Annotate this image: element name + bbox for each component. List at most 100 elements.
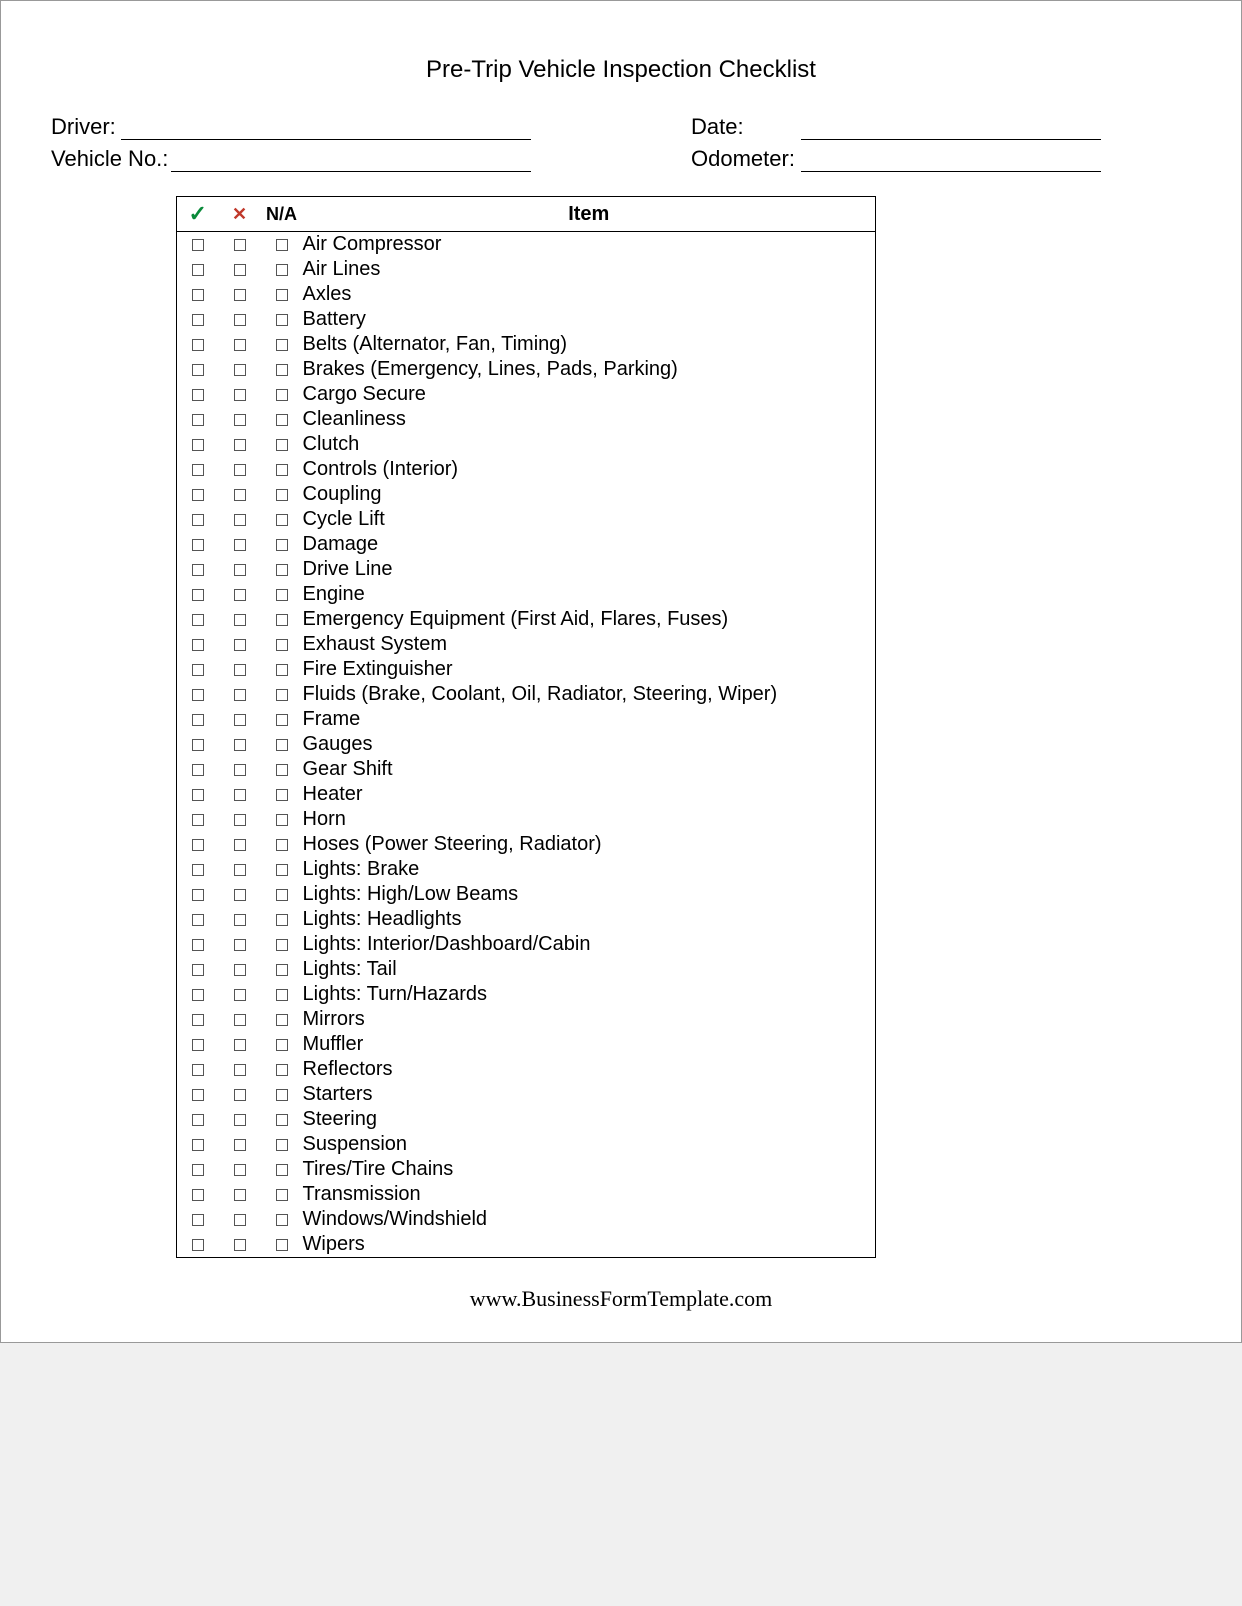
checkbox-pass[interactable] xyxy=(192,814,204,826)
odometer-input-line[interactable] xyxy=(801,150,1101,172)
checkbox-pass[interactable] xyxy=(192,439,204,451)
checkbox-na[interactable] xyxy=(276,489,288,501)
checkbox-pass[interactable] xyxy=(192,939,204,951)
checkbox-fail[interactable] xyxy=(234,789,246,801)
checkbox-fail[interactable] xyxy=(234,1114,246,1126)
checkbox-na[interactable] xyxy=(276,314,288,326)
checkbox-na[interactable] xyxy=(276,364,288,376)
checkbox-na[interactable] xyxy=(276,589,288,601)
checkbox-pass[interactable] xyxy=(192,1239,204,1251)
checkbox-pass[interactable] xyxy=(192,289,204,301)
checkbox-fail[interactable] xyxy=(234,364,246,376)
checkbox-fail[interactable] xyxy=(234,489,246,501)
checkbox-pass[interactable] xyxy=(192,1089,204,1101)
checkbox-fail[interactable] xyxy=(234,1214,246,1226)
checkbox-na[interactable] xyxy=(276,439,288,451)
checkbox-na[interactable] xyxy=(276,1214,288,1226)
driver-input-line[interactable] xyxy=(121,118,531,140)
checkbox-fail[interactable] xyxy=(234,439,246,451)
checkbox-fail[interactable] xyxy=(234,314,246,326)
checkbox-na[interactable] xyxy=(276,664,288,676)
checkbox-pass[interactable] xyxy=(192,1139,204,1151)
checkbox-pass[interactable] xyxy=(192,314,204,326)
checkbox-pass[interactable] xyxy=(192,714,204,726)
checkbox-fail[interactable] xyxy=(234,1064,246,1076)
checkbox-na[interactable] xyxy=(276,1239,288,1251)
checkbox-fail[interactable] xyxy=(234,589,246,601)
checkbox-fail[interactable] xyxy=(234,714,246,726)
checkbox-fail[interactable] xyxy=(234,889,246,901)
checkbox-pass[interactable] xyxy=(192,1164,204,1176)
checkbox-na[interactable] xyxy=(276,289,288,301)
checkbox-pass[interactable] xyxy=(192,364,204,376)
checkbox-na[interactable] xyxy=(276,414,288,426)
checkbox-fail[interactable] xyxy=(234,239,246,251)
checkbox-pass[interactable] xyxy=(192,914,204,926)
checkbox-pass[interactable] xyxy=(192,1189,204,1201)
checkbox-pass[interactable] xyxy=(192,389,204,401)
checkbox-na[interactable] xyxy=(276,814,288,826)
checkbox-pass[interactable] xyxy=(192,489,204,501)
checkbox-pass[interactable] xyxy=(192,764,204,776)
checkbox-na[interactable] xyxy=(276,914,288,926)
vehicle-no-input-line[interactable] xyxy=(171,150,531,172)
checkbox-na[interactable] xyxy=(276,1139,288,1151)
checkbox-fail[interactable] xyxy=(234,1039,246,1051)
checkbox-na[interactable] xyxy=(276,1089,288,1101)
checkbox-na[interactable] xyxy=(276,839,288,851)
checkbox-pass[interactable] xyxy=(192,1014,204,1026)
checkbox-na[interactable] xyxy=(276,264,288,276)
checkbox-fail[interactable] xyxy=(234,1239,246,1251)
checkbox-fail[interactable] xyxy=(234,1189,246,1201)
checkbox-na[interactable] xyxy=(276,464,288,476)
checkbox-na[interactable] xyxy=(276,1164,288,1176)
checkbox-pass[interactable] xyxy=(192,889,204,901)
checkbox-fail[interactable] xyxy=(234,514,246,526)
checkbox-fail[interactable] xyxy=(234,939,246,951)
checkbox-fail[interactable] xyxy=(234,1139,246,1151)
checkbox-pass[interactable] xyxy=(192,539,204,551)
checkbox-fail[interactable] xyxy=(234,614,246,626)
checkbox-pass[interactable] xyxy=(192,1114,204,1126)
checkbox-pass[interactable] xyxy=(192,514,204,526)
checkbox-pass[interactable] xyxy=(192,989,204,1001)
checkbox-fail[interactable] xyxy=(234,289,246,301)
checkbox-na[interactable] xyxy=(276,964,288,976)
checkbox-pass[interactable] xyxy=(192,739,204,751)
checkbox-na[interactable] xyxy=(276,989,288,1001)
checkbox-pass[interactable] xyxy=(192,464,204,476)
checkbox-fail[interactable] xyxy=(234,914,246,926)
checkbox-na[interactable] xyxy=(276,1189,288,1201)
checkbox-fail[interactable] xyxy=(234,414,246,426)
checkbox-na[interactable] xyxy=(276,1064,288,1076)
checkbox-fail[interactable] xyxy=(234,264,246,276)
checkbox-na[interactable] xyxy=(276,339,288,351)
checkbox-fail[interactable] xyxy=(234,1014,246,1026)
checkbox-fail[interactable] xyxy=(234,564,246,576)
checkbox-na[interactable] xyxy=(276,739,288,751)
checkbox-pass[interactable] xyxy=(192,1214,204,1226)
checkbox-na[interactable] xyxy=(276,939,288,951)
checkbox-pass[interactable] xyxy=(192,264,204,276)
checkbox-fail[interactable] xyxy=(234,864,246,876)
checkbox-na[interactable] xyxy=(276,689,288,701)
checkbox-pass[interactable] xyxy=(192,839,204,851)
checkbox-pass[interactable] xyxy=(192,614,204,626)
checkbox-fail[interactable] xyxy=(234,739,246,751)
checkbox-fail[interactable] xyxy=(234,464,246,476)
checkbox-pass[interactable] xyxy=(192,964,204,976)
checkbox-fail[interactable] xyxy=(234,1089,246,1101)
checkbox-pass[interactable] xyxy=(192,239,204,251)
checkbox-fail[interactable] xyxy=(234,339,246,351)
checkbox-na[interactable] xyxy=(276,1114,288,1126)
checkbox-na[interactable] xyxy=(276,889,288,901)
checkbox-na[interactable] xyxy=(276,514,288,526)
checkbox-na[interactable] xyxy=(276,714,288,726)
checkbox-fail[interactable] xyxy=(234,964,246,976)
checkbox-pass[interactable] xyxy=(192,689,204,701)
checkbox-fail[interactable] xyxy=(234,764,246,776)
checkbox-fail[interactable] xyxy=(234,389,246,401)
checkbox-na[interactable] xyxy=(276,1039,288,1051)
checkbox-pass[interactable] xyxy=(192,789,204,801)
checkbox-fail[interactable] xyxy=(234,839,246,851)
